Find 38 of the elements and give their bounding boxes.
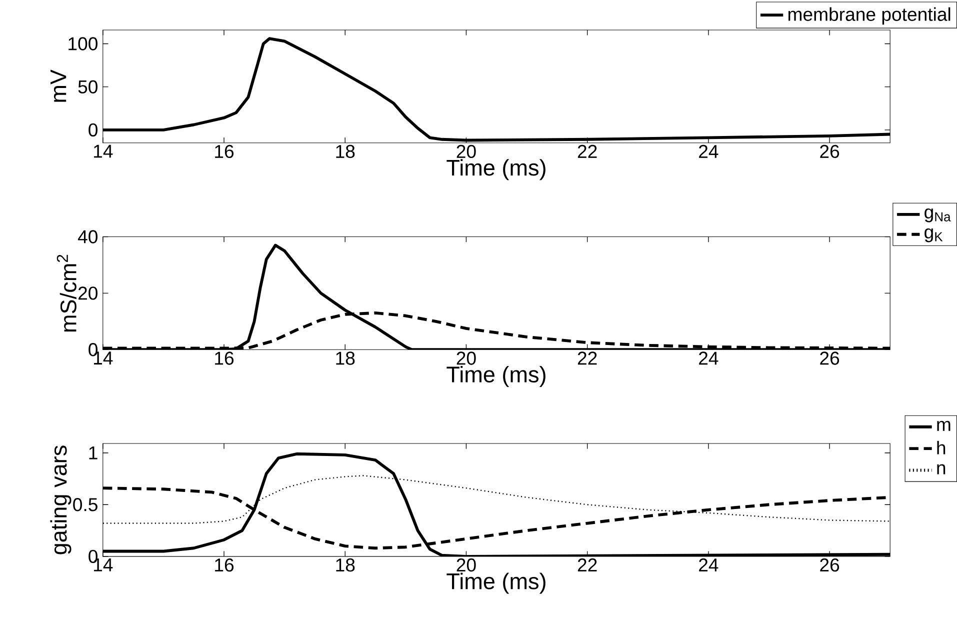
x-tick-label: 22 xyxy=(578,351,597,364)
legend-label: g$_{Na}$ xyxy=(924,208,951,222)
x-tick-label: 16 xyxy=(215,351,234,365)
x-tick-label: 26 xyxy=(820,558,840,572)
y-tick-label: 0.5 xyxy=(73,498,98,512)
x-tick-label: 18 xyxy=(336,558,355,572)
x-tick-label: 24 xyxy=(699,351,718,364)
legend-label: m xyxy=(937,420,950,431)
y-tick-label: 100 xyxy=(68,36,98,50)
y-tick-label: 0 xyxy=(88,123,98,136)
x-tick-label: 26 xyxy=(820,144,840,158)
x-tick-label: 18 xyxy=(336,144,355,158)
legend-label: h xyxy=(937,440,946,454)
x-tick-label: 14 xyxy=(94,144,113,158)
x-axis-title: Time (ms) xyxy=(446,572,546,594)
y-tick-label: 40 xyxy=(78,230,98,244)
x-tick-label: 18 xyxy=(336,351,355,365)
x-tick-label: 26 xyxy=(820,351,840,365)
y-axis-title: mV xyxy=(50,69,66,102)
legend-label: n xyxy=(937,464,946,474)
x-tick-label: 20 xyxy=(456,144,476,158)
x-tick-label: 22 xyxy=(578,144,597,158)
legend-label: membrane potential xyxy=(788,7,950,24)
x-tick-label: 16 xyxy=(215,558,234,572)
x-axis-title: Time (ms) xyxy=(446,158,546,180)
x-axis-title: Time (ms) xyxy=(446,366,546,387)
x-tick-label: 20 xyxy=(456,558,476,572)
y-tick-label: 50 xyxy=(78,80,98,94)
y-axis-title: gating vars xyxy=(50,445,72,554)
x-tick-label: 22 xyxy=(578,558,597,572)
x-tick-label: 16 xyxy=(215,144,234,158)
x-tick-label: 20 xyxy=(456,351,476,365)
y-tick-label: 20 xyxy=(78,286,98,300)
y-tick-label: 1 xyxy=(89,446,98,460)
x-tick-label: 24 xyxy=(699,144,718,158)
y-axis-title: mS/cm$^{2}$ xyxy=(56,254,76,332)
legend-label: g$_{K}$ xyxy=(924,228,943,242)
x-tick-label: 24 xyxy=(699,558,718,572)
